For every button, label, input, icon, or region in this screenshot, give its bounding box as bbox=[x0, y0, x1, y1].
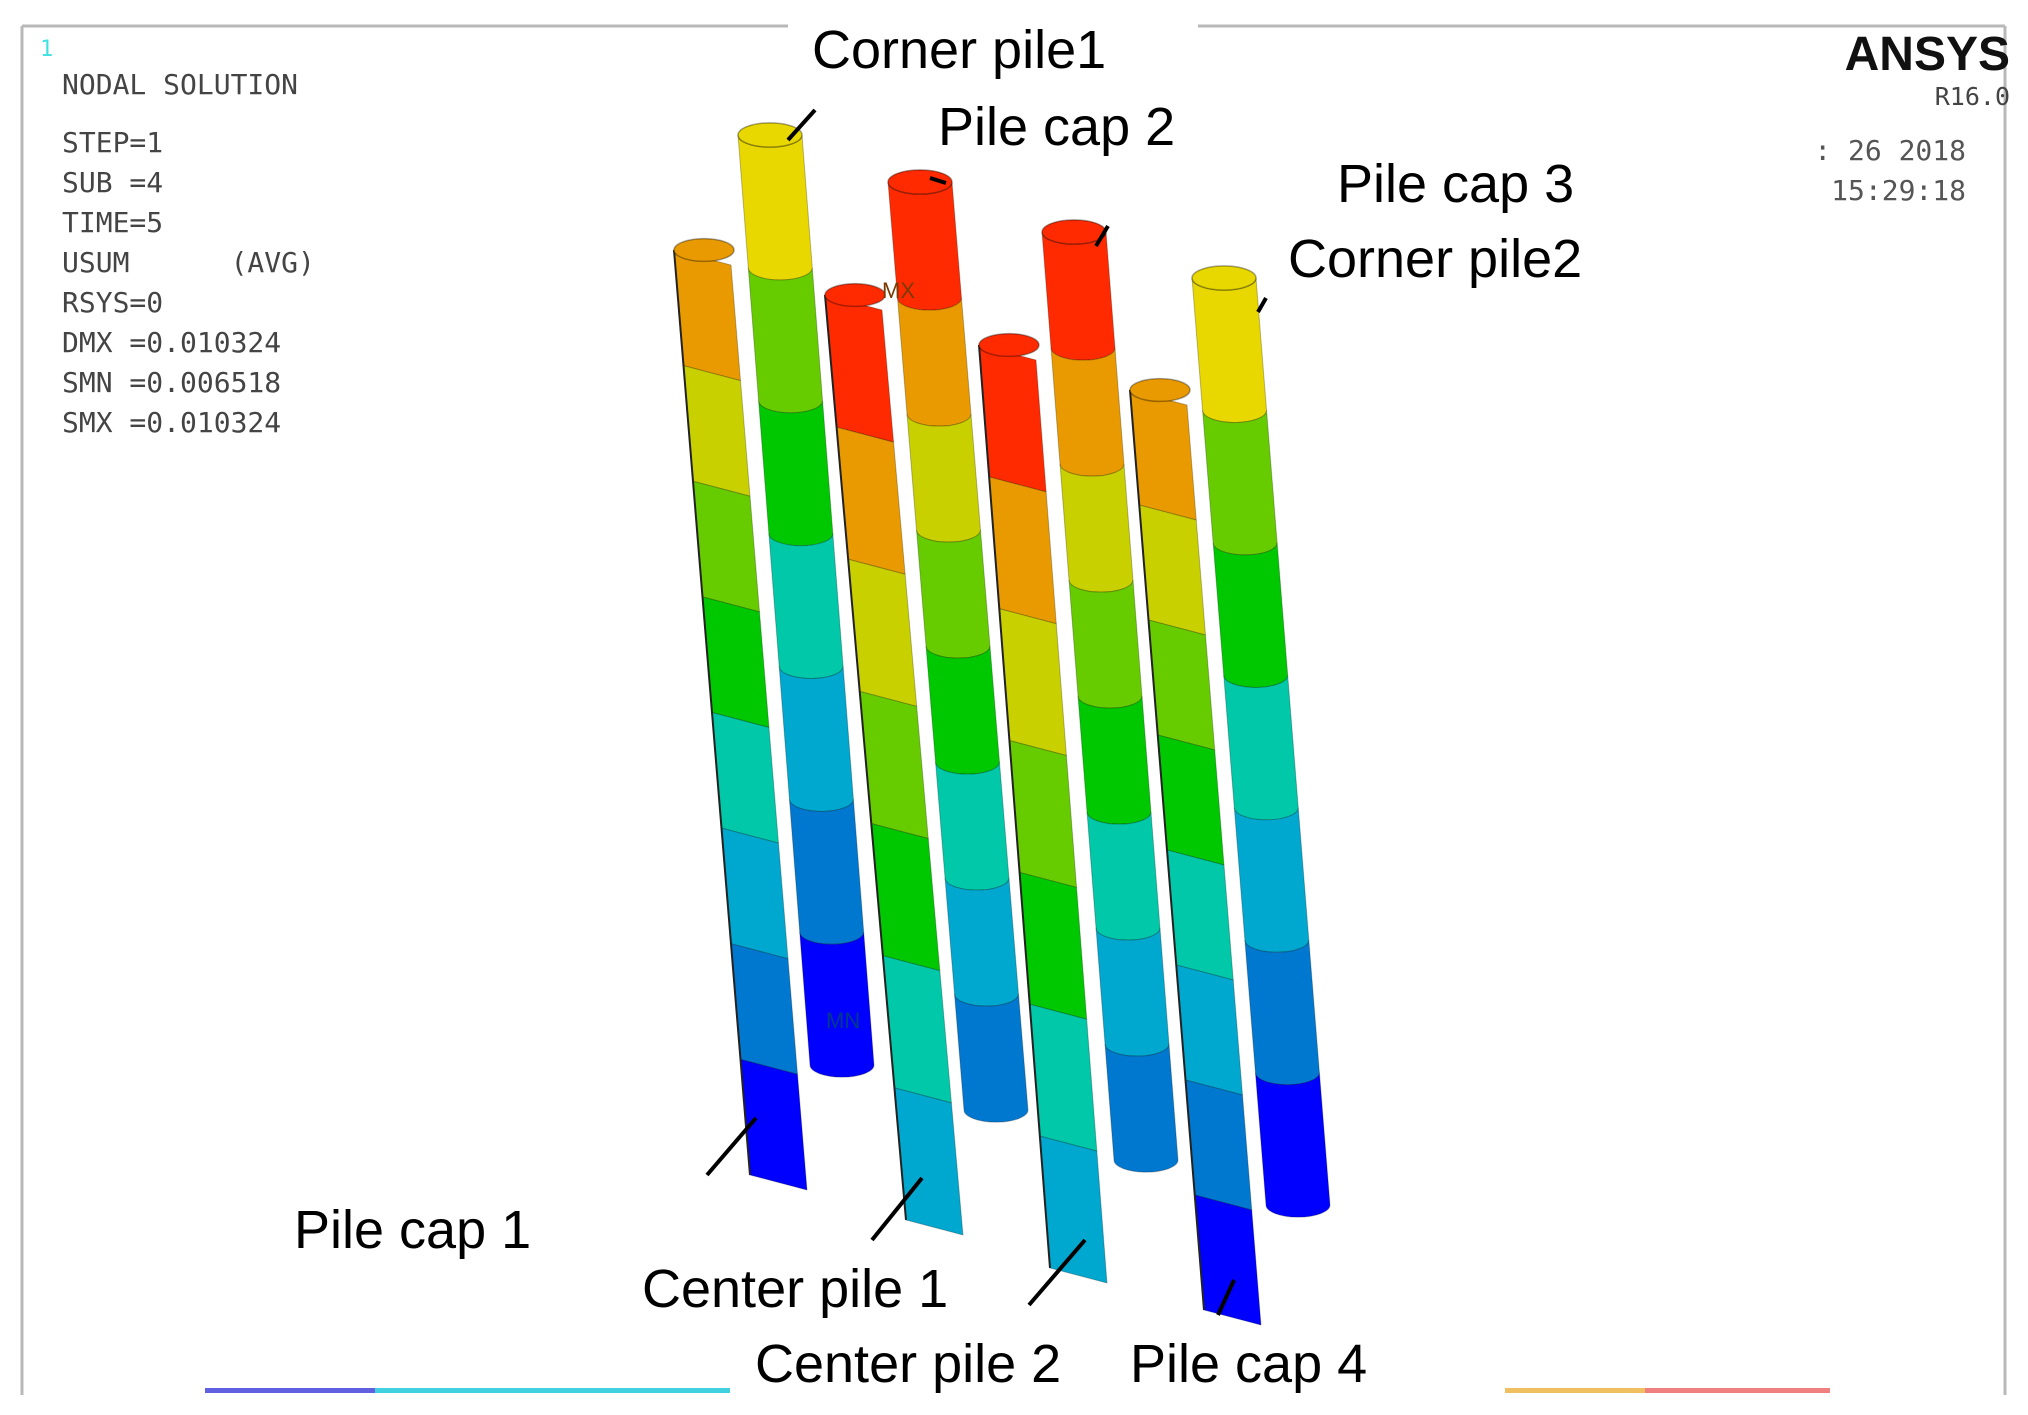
contour-band bbox=[1191, 277, 1268, 424]
max-marker: MX bbox=[882, 278, 915, 303]
contour-band bbox=[906, 413, 982, 543]
viewport-frame bbox=[20, 24, 2007, 1395]
result-date: : 26 2018 bbox=[1814, 134, 1966, 167]
contour-band bbox=[768, 533, 844, 680]
contour-band bbox=[799, 932, 875, 1078]
label-pile-cap2: Pile cap 2 bbox=[938, 97, 1175, 157]
label-pile-cap4: Pile cap 4 bbox=[1130, 1334, 1367, 1394]
info-block: STEP=1 SUB =4 TIME=5 USUM (AVG) RSYS=0 DMX =0… bbox=[62, 126, 315, 439]
pile-top-cap bbox=[737, 122, 803, 148]
contour-band bbox=[1041, 231, 1116, 361]
contour-band bbox=[758, 400, 834, 547]
label-pile-cap3: Pile cap 3 bbox=[1337, 154, 1574, 214]
contour-band bbox=[747, 267, 824, 414]
contour-band bbox=[1166, 849, 1234, 981]
contour-band bbox=[788, 799, 865, 945]
contour-band bbox=[1194, 1194, 1262, 1326]
label-pile-cap1: Pile cap 1 bbox=[294, 1200, 531, 1260]
contour-band bbox=[737, 134, 813, 281]
pile-center-pile-2 bbox=[978, 332, 1108, 1284]
contour-band bbox=[1059, 463, 1134, 593]
leader-center-pile2 bbox=[1027, 1238, 1087, 1307]
cut-edge bbox=[824, 294, 907, 1221]
pile-pile-cap-3 bbox=[1041, 219, 1179, 1173]
pile-top-cap bbox=[824, 282, 886, 308]
info-line: SUB =4 bbox=[62, 166, 163, 199]
contour-band bbox=[1202, 410, 1278, 556]
contour-band bbox=[944, 877, 1020, 1007]
pile-top-cap bbox=[1041, 219, 1107, 245]
contour-band bbox=[1184, 1079, 1253, 1211]
leader-center-pile1 bbox=[870, 1176, 924, 1242]
legend-strip bbox=[205, 1388, 1830, 1393]
pile-pile-cap-1 bbox=[673, 237, 808, 1191]
contour-band bbox=[1147, 619, 1216, 751]
annotation-labels: Corner pile1 Pile cap 2 Pile cap 3 Corne… bbox=[294, 20, 1582, 1394]
info-line: SMX =0.010324 bbox=[62, 406, 281, 439]
leader-pile-cap4 bbox=[1216, 1279, 1236, 1316]
contour-band bbox=[1223, 675, 1299, 821]
info-line: TIME=5 bbox=[62, 206, 163, 239]
contour-band bbox=[1233, 807, 1310, 953]
pile-pile-cap-2 bbox=[887, 169, 1029, 1123]
contour-band bbox=[1212, 542, 1289, 688]
contour-band bbox=[1157, 734, 1225, 866]
info-line: DMX =0.010324 bbox=[62, 326, 281, 359]
pile-top-cap bbox=[887, 169, 953, 195]
info-line: STEP=1 bbox=[62, 126, 163, 159]
cut-edge bbox=[978, 344, 1051, 1269]
contour-band bbox=[925, 645, 1001, 775]
pile-top-cap bbox=[1129, 377, 1191, 403]
cut-edge bbox=[673, 249, 751, 1176]
result-time: 15:29:18 bbox=[1831, 174, 1966, 207]
pile-top-cap bbox=[673, 237, 735, 263]
contour-band bbox=[897, 297, 972, 427]
contour-band bbox=[778, 666, 854, 812]
contour-band bbox=[1095, 927, 1170, 1057]
contour-band bbox=[1254, 1072, 1331, 1218]
pile-top-cap bbox=[978, 332, 1040, 358]
pile-group bbox=[673, 122, 1331, 1326]
label-center-pile2: Center pile 2 bbox=[755, 1334, 1061, 1394]
ansys-version: R16.0 bbox=[1935, 82, 2010, 111]
info-line: RSYS=0 bbox=[62, 286, 163, 319]
contour-band bbox=[1244, 940, 1320, 1086]
leader-pile-cap3 bbox=[1094, 224, 1110, 248]
nodal-solution-title: NODAL SOLUTION bbox=[62, 68, 298, 101]
info-line: SMN =0.006518 bbox=[62, 366, 281, 399]
contour-band bbox=[954, 993, 1029, 1123]
contour-band bbox=[1138, 504, 1207, 636]
contour-band bbox=[935, 761, 1010, 891]
min-marker: MN bbox=[826, 1008, 860, 1033]
cut-edge bbox=[1129, 389, 1205, 1311]
ansys-logo: ANSYS bbox=[1845, 28, 2010, 81]
contour-band bbox=[1086, 811, 1161, 941]
leader-corner-pile2 bbox=[1256, 297, 1268, 313]
info-line: USUM (AVG) bbox=[62, 246, 315, 279]
contour-band bbox=[1050, 347, 1125, 477]
leader-lines bbox=[705, 108, 1268, 1316]
contour-band bbox=[1068, 579, 1143, 709]
pile-center-pile-1 bbox=[824, 282, 964, 1236]
contour-band bbox=[1129, 389, 1197, 521]
pile-pile-cap-4 bbox=[1129, 377, 1262, 1326]
contour-band bbox=[1175, 964, 1244, 1096]
contour-band bbox=[916, 529, 991, 659]
leader-pile-cap1 bbox=[705, 1116, 758, 1177]
label-corner-pile2: Corner pile2 bbox=[1288, 229, 1582, 289]
label-center-pile1: Center pile 1 bbox=[642, 1259, 948, 1319]
label-corner-pile1: Corner pile1 bbox=[812, 20, 1106, 80]
contour-band bbox=[1077, 695, 1152, 825]
pile-corner-pile-1 bbox=[737, 122, 875, 1078]
contour-band bbox=[1104, 1043, 1179, 1173]
pile-corner-pile-2 bbox=[1191, 265, 1331, 1218]
pile-top-cap bbox=[1191, 265, 1257, 291]
leader-pile-cap2 bbox=[929, 176, 947, 185]
leader-corner-pile1 bbox=[786, 108, 817, 142]
frame-number: 1 bbox=[40, 37, 53, 62]
